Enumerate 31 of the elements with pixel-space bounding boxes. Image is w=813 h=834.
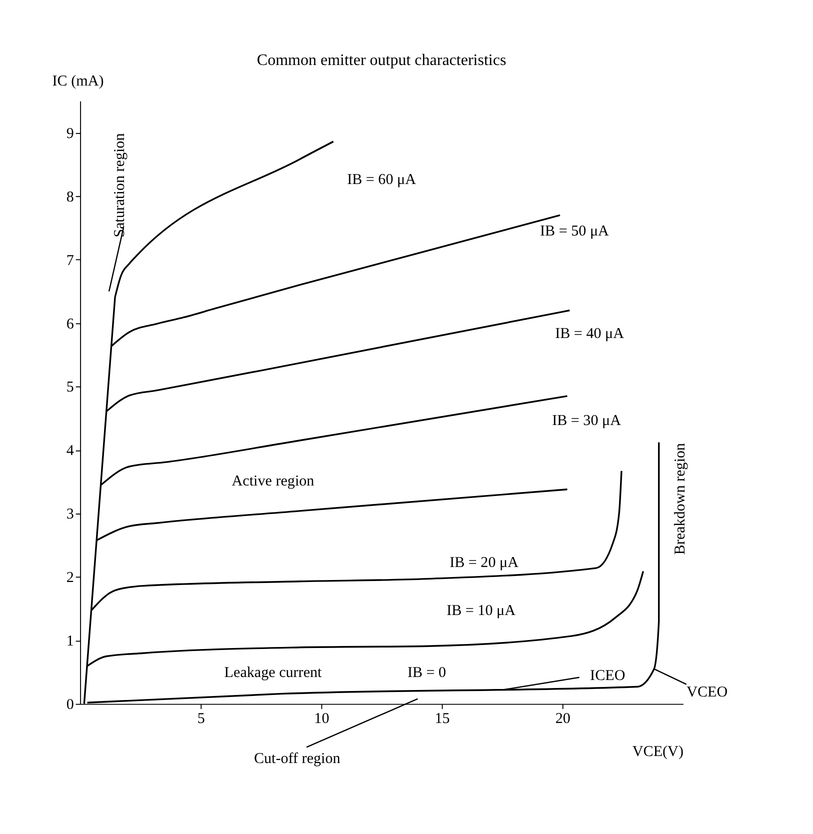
y-axis-title: IC (mA) xyxy=(52,73,104,90)
annotation: IB = 20 μA xyxy=(450,554,519,571)
chart-title: Common emitter output characteristics xyxy=(256,52,506,70)
text: Cut-off region xyxy=(254,750,341,767)
annotation: ICEO xyxy=(590,668,626,684)
x-tick-label: 10 xyxy=(314,711,330,728)
annotation: IB = 0 xyxy=(407,665,446,682)
x-tick-label: 5 xyxy=(197,711,205,728)
x-tick-label: 20 xyxy=(555,711,570,728)
y-tick-label: 6 xyxy=(66,316,74,332)
y-tick-label: 9 xyxy=(66,126,74,142)
x-axis-title: VCE(V) xyxy=(632,744,684,760)
annotation: IB = 50 μA xyxy=(540,223,610,240)
annotation: VCEO xyxy=(686,684,728,701)
annotation: Active region xyxy=(232,473,315,490)
annotation: IB = 10 μA xyxy=(446,603,516,620)
annotation: IB = 60 μA xyxy=(347,172,416,188)
y-tick-label: 0 xyxy=(66,697,74,714)
annotation: Saturation region xyxy=(112,132,128,238)
y-tick-label: 2 xyxy=(66,570,74,586)
annotation: Leakage current xyxy=(224,665,323,682)
y-tick-label: 8 xyxy=(66,189,74,206)
y-tick-label: 5 xyxy=(66,380,74,396)
annotation: Breakdown region xyxy=(672,442,689,555)
y-tick-label: 1 xyxy=(66,634,74,650)
annotation: IB = 40 μA xyxy=(555,326,624,342)
y-tick-label: 4 xyxy=(66,443,74,460)
y-tick-label: 7 xyxy=(66,252,74,269)
x-tick-label: 15 xyxy=(434,711,450,728)
annotation: IB = 30 μA xyxy=(552,413,622,430)
y-tick-label: 3 xyxy=(66,506,74,523)
